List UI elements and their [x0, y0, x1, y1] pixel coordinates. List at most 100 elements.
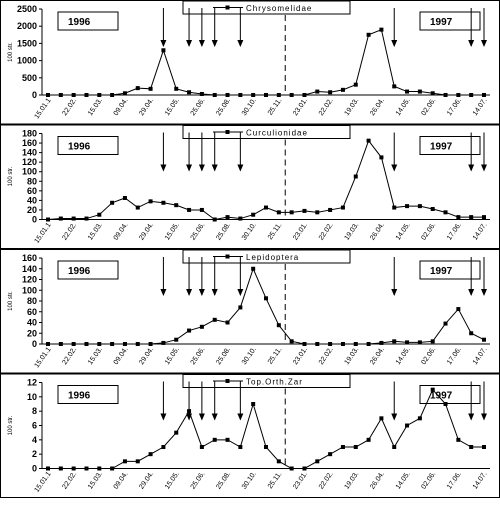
data-point	[97, 466, 102, 471]
x-tick-label: 14.07.	[472, 471, 489, 491]
data-point	[456, 215, 461, 220]
data-point	[469, 215, 474, 220]
data-point	[456, 437, 461, 442]
arrow-head	[237, 289, 244, 296]
x-tick-label: 14.05.	[395, 471, 412, 491]
y-tick-label: 160	[22, 253, 37, 263]
data-point	[302, 342, 307, 346]
data-point	[161, 200, 166, 205]
x-tick-label: 22.02.	[318, 97, 335, 117]
y-axis-title: 100 str.	[8, 42, 14, 62]
x-tick-label: 02.06.	[420, 346, 437, 366]
data-point	[366, 342, 371, 346]
data-point	[315, 89, 320, 94]
data-point	[469, 93, 474, 97]
data-point	[392, 445, 397, 449]
x-tick-label: 17.06.	[446, 97, 463, 117]
arrow-head	[481, 413, 487, 421]
x-tick-label: 29.04.	[138, 471, 155, 491]
data-point	[417, 204, 422, 209]
arrow-head	[198, 40, 205, 47]
data-point	[212, 217, 217, 222]
data-point	[289, 339, 294, 344]
data-point	[161, 445, 166, 449]
x-tick-label: 22.02.	[318, 222, 335, 242]
data-point	[430, 91, 435, 96]
legend-label: Lepidoptera	[246, 253, 299, 262]
legend-marker	[225, 130, 230, 134]
year-box	[57, 385, 119, 404]
data-point	[110, 93, 115, 97]
data-point	[340, 445, 345, 449]
data-point	[276, 323, 281, 328]
data-point	[71, 342, 76, 346]
x-tick-label: 09.04.	[113, 471, 130, 491]
data-point	[251, 212, 256, 217]
data-point	[148, 342, 153, 346]
x-tick-label: 15.01.1	[34, 97, 53, 120]
data-point	[302, 93, 307, 97]
data-point	[405, 204, 410, 209]
year-label: 1996	[68, 142, 91, 153]
data-point	[238, 93, 243, 97]
x-tick-label: 25.11.	[267, 222, 284, 242]
year-label: 1997	[430, 391, 453, 402]
data-point	[379, 340, 384, 345]
y-tick-label: 180	[22, 129, 37, 139]
y-tick-label: 1000	[17, 56, 37, 66]
data-point	[482, 93, 486, 97]
arrow-head	[198, 164, 205, 172]
data-line	[48, 28, 484, 96]
data-point	[482, 215, 486, 220]
y-tick-label: 100	[22, 167, 37, 177]
data-point	[405, 423, 410, 428]
data-point	[469, 445, 474, 449]
year-box	[419, 136, 481, 155]
x-tick-label: 15.01.1	[34, 222, 53, 245]
x-tick-label: 25.11.	[267, 97, 284, 117]
x-tick-label: 25.08.	[215, 222, 232, 242]
y-tick-label: 2500	[17, 4, 37, 14]
data-point	[251, 266, 256, 271]
y-tick-label: 10	[27, 392, 37, 402]
year-label: 1996	[68, 391, 91, 402]
data-point	[315, 342, 320, 346]
data-point	[174, 86, 179, 91]
data-point	[366, 437, 371, 442]
data-point	[110, 466, 115, 471]
y-tick-label: 160	[22, 138, 37, 148]
legend-label: Chrysomelidae	[246, 4, 312, 13]
y-tick-label: 1500	[17, 38, 37, 48]
x-tick-label: 25.06.	[190, 97, 207, 117]
data-point	[353, 82, 358, 87]
x-tick-label: 14.05.	[395, 97, 412, 117]
arrow-head	[237, 164, 244, 172]
y-tick-label: 0	[32, 215, 37, 225]
data-point	[328, 90, 333, 95]
legend-label: Top.Orth.Zar	[246, 378, 303, 387]
year-box	[419, 11, 481, 31]
y-tick-label: 40	[27, 318, 37, 328]
y-axis-title: 100 str.	[8, 166, 14, 186]
data-point	[264, 296, 268, 301]
y-tick-label: 12	[27, 378, 37, 388]
x-tick-label: 22.02.	[61, 97, 78, 117]
data-point	[353, 445, 358, 449]
data-point	[456, 93, 461, 97]
x-tick-label: 23.01.	[292, 222, 309, 242]
data-point	[135, 342, 140, 346]
data-point	[430, 339, 435, 344]
x-tick-label: 09.04.	[113, 97, 130, 117]
data-point	[46, 217, 50, 222]
x-tick-label: 14.07.	[472, 346, 489, 366]
arrow-head	[468, 164, 475, 172]
year-box	[419, 385, 481, 404]
x-tick-label: 14.07.	[472, 222, 489, 242]
data-point	[148, 452, 153, 457]
data-point	[225, 320, 230, 325]
data-point	[148, 86, 153, 91]
x-tick-label: 22.02.	[318, 471, 335, 491]
x-tick-label: 30.10.	[241, 346, 258, 366]
arrow-head	[468, 289, 475, 296]
